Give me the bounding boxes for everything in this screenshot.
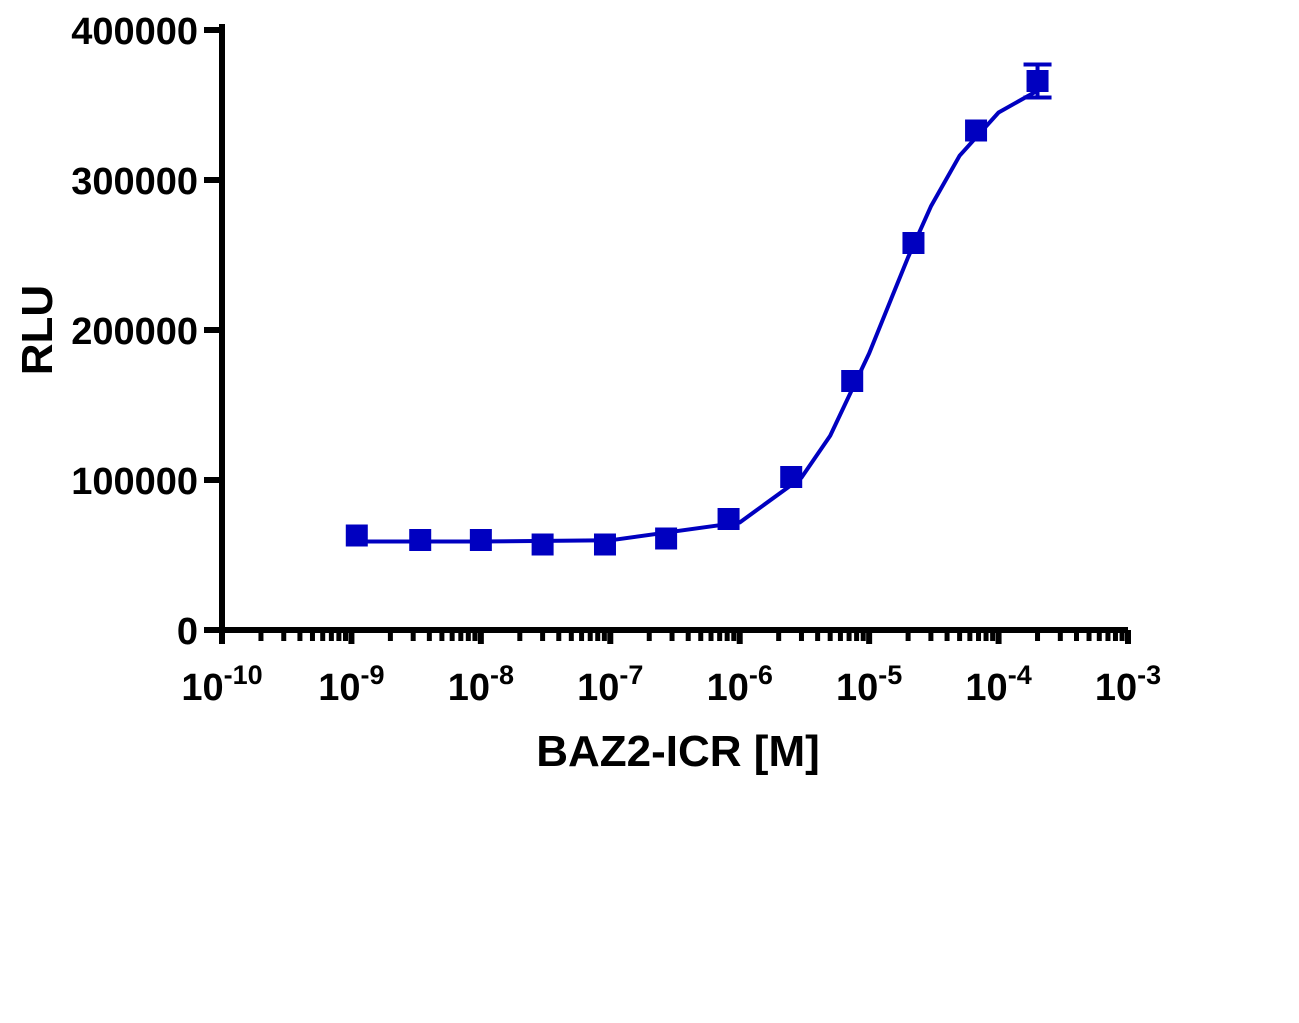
data-point	[717, 508, 740, 530]
x-tick-base: 10	[1095, 667, 1137, 709]
x-tick-exponent: -7	[619, 660, 643, 690]
x-tick-base: 10	[965, 667, 1007, 709]
y-tick-label: 400000	[71, 11, 198, 53]
x-tick-label: 10-10	[181, 660, 262, 709]
data-point	[345, 524, 368, 547]
data-point	[1026, 70, 1049, 92]
x-tick-base: 10	[577, 667, 619, 709]
x-tick-label: 10-8	[448, 660, 514, 709]
x-tick-exponent: -10	[224, 660, 263, 690]
data-point	[841, 370, 864, 392]
x-axis-title: BAZ2-ICR [M]	[536, 727, 820, 776]
x-tick-label: 10-6	[707, 660, 773, 709]
x-tick-base: 10	[836, 667, 878, 709]
x-tick-base: 10	[318, 667, 360, 709]
x-tick-exponent: -6	[749, 660, 773, 690]
x-tick-exponent: -3	[1137, 660, 1161, 690]
x-tick-label: 10-5	[836, 660, 902, 709]
y-tick-label: 300000	[71, 161, 198, 203]
x-tick-label: 10-7	[577, 660, 643, 709]
y-axis-title: RLU	[13, 285, 62, 375]
data-point	[531, 533, 554, 556]
data-point	[902, 232, 925, 254]
x-tick-label: 10-9	[318, 660, 384, 709]
x-tick-base: 10	[707, 667, 749, 709]
y-tick-label: 200000	[71, 311, 198, 353]
x-tick-exponent: -5	[878, 660, 902, 690]
data-point	[780, 466, 803, 488]
fit-curve	[356, 88, 1039, 544]
x-tick-exponent: -9	[361, 660, 385, 690]
x-tick-base: 10	[181, 667, 223, 709]
x-tick-label: 10-4	[965, 660, 1031, 709]
data-point	[409, 529, 432, 551]
x-tick-exponent: -8	[490, 660, 514, 690]
data-point	[965, 119, 988, 142]
y-tick-label: 100000	[71, 461, 198, 503]
x-tick-base: 10	[448, 667, 490, 709]
x-tick-label: 10-3	[1095, 660, 1161, 709]
y-tick-label: 0	[177, 611, 198, 653]
x-tick-exponent: -4	[1008, 660, 1032, 690]
data-point	[593, 533, 616, 556]
data-point	[469, 529, 492, 551]
data-point	[655, 527, 678, 550]
